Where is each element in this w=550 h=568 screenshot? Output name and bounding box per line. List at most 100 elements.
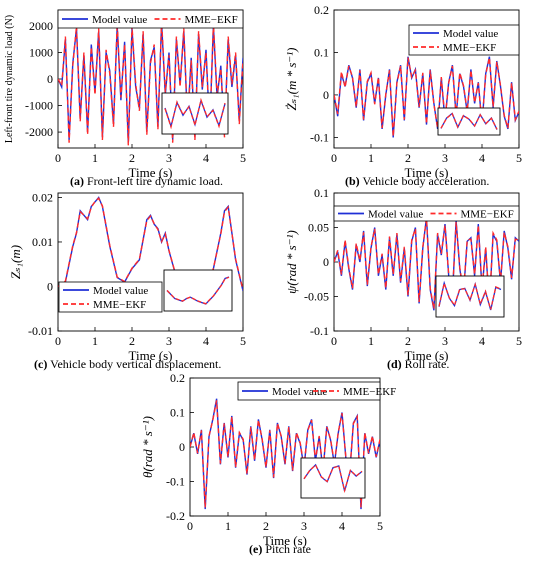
inset-line-d-ekf [438,281,502,310]
x-tick-label: 2 [263,519,269,533]
legend-box-a [57,9,244,29]
y-axis-label-b: Żₛ₁(m * s⁻¹) [284,48,299,111]
y-tick-label: 0.01 [32,235,53,249]
legend-label-model: Model value [443,28,498,40]
x-tick-label: 5 [516,334,522,348]
y-axis-label-a: Left-front tire dynamic load (N) [4,15,15,143]
x-tick-label: 4 [203,334,209,348]
x-tick-label: 0 [187,519,193,533]
series-line-c-ekf [58,197,243,296]
legend-label-model: Model value [92,14,147,26]
legend-label-model: Model value [272,386,327,398]
x-tick-label: 2 [405,151,411,165]
x-tick-label: 1 [225,519,231,533]
y-tick-label: 0.02 [32,190,53,204]
plot-frame-b [333,9,520,149]
x-tick-label: 5 [516,151,522,165]
inset-box-b [437,107,501,136]
legend-label-ekf: MME−EKF [461,209,514,221]
inset-box-a [161,92,229,135]
legend-box-d [333,205,520,222]
y-tick-label: 0.1 [314,186,329,200]
legend-a: Model value MME−EKF [57,9,244,29]
x-tick-label: 1 [92,334,98,348]
legend-label-ekf: MME−EKF [443,42,496,54]
caption-e-letter: (e) [249,542,263,556]
plot-frame-c [57,192,244,332]
x-tick-label: 3 [166,151,172,165]
caption-e: (e) Pitch rate [249,542,311,557]
y-axis-label-d: ψ̇(rad * s⁻¹) [284,230,299,294]
inset-line-a-ekf [164,97,226,130]
legend-box-b [408,24,520,56]
x-tick-label: 3 [442,151,448,165]
x-tick-label: 5 [240,334,246,348]
y-tick-label: -0.1 [310,130,329,144]
caption-d: (d) Roll rate. [387,357,449,372]
legend-box-e [237,381,381,401]
y-tick-label: 0.2 [314,3,329,17]
y-tick-label: 0.1 [170,406,185,420]
y-tick-label: 0 [47,279,53,293]
caption-a-text: Front-left tire dynamic load. [87,174,223,188]
y-tick-label: 0 [179,440,185,454]
legend-b: Model value MME−EKF [408,24,520,56]
y-tick-label: 0.2 [170,371,185,385]
x-axis-label-b: Time (s) [405,165,449,180]
y-tick-label: -0.05 [304,290,329,304]
x-tick-label: 0 [331,151,337,165]
y-tick-label: -0.1 [310,324,329,338]
y-tick-label: -0.01 [28,324,53,338]
x-axis-label-c: Time (s) [129,348,173,363]
caption-b-text: Vehicle body acceleration. [362,174,490,188]
caption-b: (b) Vehicle body acceleration. [345,174,489,189]
caption-c-letter: (c) [34,357,48,371]
x-tick-label: 3 [301,519,307,533]
y-tick-label: 0 [323,88,329,102]
inset-box-e [300,457,366,499]
x-tick-label: 1 [368,334,374,348]
x-tick-label: 0 [331,334,337,348]
y-tick-label: 0.1 [314,45,329,59]
series-line-b-ekf [334,57,519,137]
y-tick-label: 0.05 [308,221,329,235]
x-tick-label: 2 [129,151,135,165]
inset-box-c [163,269,233,312]
caption-e-text: Pitch rate [265,542,311,556]
x-tick-label: 3 [166,334,172,348]
x-tick-label: 4 [339,519,345,533]
x-axis-label-d: Time (s) [405,348,449,363]
x-axis-label-e: Time (s) [263,533,307,548]
caption-a: (a) Front-left tire dynamic load. [70,174,223,189]
y-axis-label-c: Zₛ₁(m) [8,245,23,279]
x-tick-label: 4 [479,151,485,165]
caption-c-text: Vehicle body vertical displacement. [50,357,222,371]
x-tick-label: 0 [55,151,61,165]
inset-line-e-ekf [303,464,363,494]
inset-box-d [435,275,505,318]
y-tick-label: -1000 [25,99,53,113]
y-tick-label: -0.1 [166,475,185,489]
legend-e: Model value MME−EKF [237,381,396,401]
legend-d: Model value MME−EKF [333,205,520,222]
x-tick-label: 2 [129,334,135,348]
chart-e: 0 1 2 3 4 5 -0.2 -0.1 0 0.1 0.2 Time (s) θ̇(rad * s⁻… [140,371,396,548]
legend-label-ekf: MME−EKF [185,14,238,26]
x-tick-label: 3 [442,334,448,348]
caption-c: (c) Vehicle body vertical displacement. [34,357,221,372]
x-tick-label: 2 [405,334,411,348]
x-tick-label: 0 [55,334,61,348]
caption-b-letter: (b) [345,174,360,188]
inset-line-c-ekf [166,276,230,305]
x-tick-label: 4 [203,151,209,165]
chart-a: 0 1 2 3 4 5 -2000 -1000 0 1000 2000 Time (s) Left-fr… [4,9,246,180]
x-tick-label: 4 [479,334,485,348]
x-tick-label: 1 [368,151,374,165]
series-line-a-ekf [58,20,243,146]
x-tick-label: 5 [377,519,383,533]
legend-c: Model value MME−EKF [58,281,163,313]
